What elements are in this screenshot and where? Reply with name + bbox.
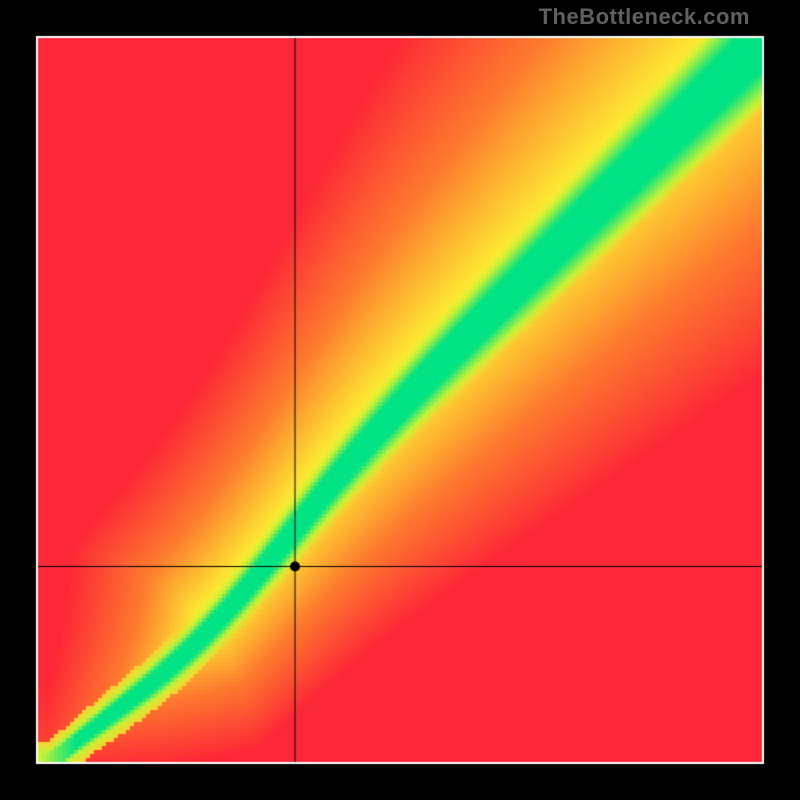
chart-container: TheBottleneck.com	[0, 0, 800, 800]
branding-text: TheBottleneck.com	[539, 4, 750, 30]
bottleneck-heatmap	[0, 0, 800, 800]
